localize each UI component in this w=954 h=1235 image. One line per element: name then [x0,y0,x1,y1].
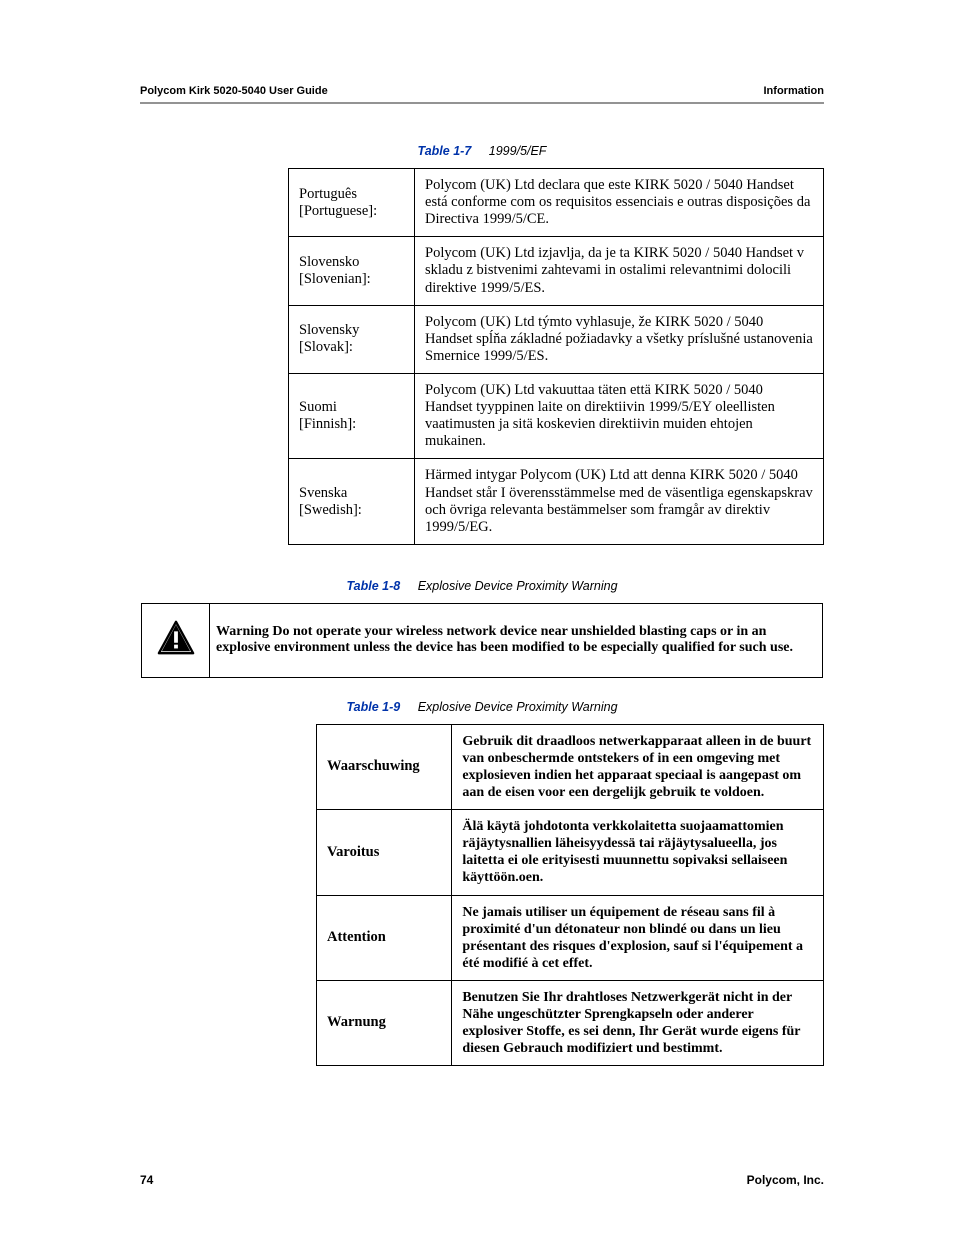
table8-caption-num: Table 1-8 [346,579,400,593]
lang-english: [Finnish]: [299,416,356,432]
table9-label-cell: Warnung [317,980,452,1065]
header-left: Polycom Kirk 5020-5040 User Guide [140,85,328,97]
table7-text-cell: Polycom (UK) Ltd declara que este KIRK 5… [415,169,824,237]
warning-icon-cell [142,603,210,677]
table9-caption-num: Table 1-9 [346,700,400,714]
table9-text-cell: Benutzen Sie Ihr drahtloses Netzwerkgerä… [452,980,824,1065]
lang-native: Slovensky [299,322,359,338]
table9-text-cell: Ne jamais utiliser un équipement de rése… [452,895,824,980]
table7-lang-cell: Suomi[Finnish]: [289,373,415,458]
table7-lang-cell: Slovensko[Slovenian]: [289,237,415,305]
page-footer: 74 Polycom, Inc. [140,1173,824,1187]
lang-english: [Portuguese]: [299,203,377,219]
table-row: Português[Portuguese]:Polycom (UK) Ltd d… [289,169,824,237]
lang-native: Suomi [299,399,337,415]
table9-caption-title: Explosive Device Proximity Warning [418,700,618,714]
table9-label-cell: Attention [317,895,452,980]
lang-native: Português [299,186,357,202]
lang-native: Svenska [299,485,347,501]
table7-lang-cell: Slovensky[Slovak]: [289,305,415,373]
table9-label-cell: Varoitus [317,810,452,895]
table-row: Slovensky[Slovak]:Polycom (UK) Ltd týmto… [289,305,824,373]
table-row: VaroitusÄlä käytä johdotonta verkkolaite… [317,810,824,895]
table-row: Warning Do not operate your wireless net… [142,603,823,677]
table-row: Slovensko[Slovenian]:Polycom (UK) Ltd iz… [289,237,824,305]
lang-english: [Slovak]: [299,339,353,355]
table-row: Suomi[Finnish]:Polycom (UK) Ltd vakuutta… [289,373,824,458]
table8-caption-title: Explosive Device Proximity Warning [418,579,618,593]
table7-text-cell: Polycom (UK) Ltd izjavlja, da je ta KIRK… [415,237,824,305]
table7-caption: Table 1-7 1999/5/EF [140,144,824,158]
table7-text-cell: Polycom (UK) Ltd vakuuttaa täten että KI… [415,373,824,458]
table8: Warning Do not operate your wireless net… [141,603,823,678]
table8-caption: Table 1-8 Explosive Device Proximity War… [140,579,824,593]
table9-label-cell: Waarschuwing [317,724,452,809]
table-row: Svenska[Swedish]:Härmed intygar Polycom … [289,459,824,544]
table-row: AttentionNe jamais utiliser un équipemen… [317,895,824,980]
page-header: Polycom Kirk 5020-5040 User Guide Inform… [140,85,824,104]
page-number: 74 [140,1173,153,1187]
table8-text: Warning Do not operate your wireless net… [210,603,823,677]
table9-caption: Table 1-9 Explosive Device Proximity War… [140,700,824,714]
table7: Português[Portuguese]:Polycom (UK) Ltd d… [288,168,824,545]
lang-english: [Slovenian]: [299,271,371,287]
warning-triangle-icon [157,619,195,657]
table-row: WaarschuwingGebruik dit draadloos netwer… [317,724,824,809]
table7-text-cell: Polycom (UK) Ltd týmto vyhlasuje, že KIR… [415,305,824,373]
header-right: Information [764,85,825,97]
lang-english: [Swedish]: [299,502,362,518]
table9-text-cell: Älä käytä johdotonta verkkolaitetta suoj… [452,810,824,895]
lang-native: Slovensko [299,254,359,270]
table7-lang-cell: Português[Portuguese]: [289,169,415,237]
table9: WaarschuwingGebruik dit draadloos netwer… [316,724,824,1066]
table9-text-cell: Gebruik dit draadloos netwerkapparaat al… [452,724,824,809]
table7-caption-num: Table 1-7 [418,144,472,158]
table7-caption-title: 1999/5/EF [489,144,547,158]
table7-text-cell: Härmed intygar Polycom (UK) Ltd att denn… [415,459,824,544]
table-row: WarnungBenutzen Sie Ihr drahtloses Netzw… [317,980,824,1065]
footer-company: Polycom, Inc. [747,1173,824,1187]
table7-lang-cell: Svenska[Swedish]: [289,459,415,544]
